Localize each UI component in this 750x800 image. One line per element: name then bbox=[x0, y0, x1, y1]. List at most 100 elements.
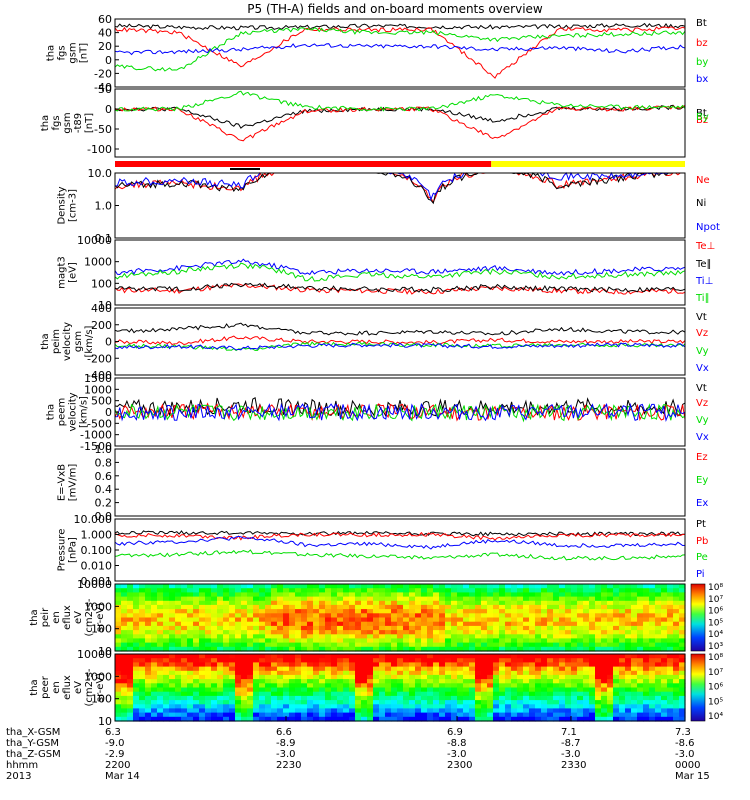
heatmap-cell bbox=[415, 617, 422, 623]
heatmap-cell bbox=[397, 592, 404, 598]
heatmap-cell bbox=[187, 600, 194, 606]
heatmap-cell bbox=[133, 634, 140, 640]
heatmap-cell bbox=[559, 679, 566, 684]
heatmap-cell bbox=[433, 625, 440, 631]
heatmap-cell bbox=[445, 625, 452, 631]
heatmap-cell bbox=[157, 687, 164, 693]
heatmap-cell bbox=[373, 613, 380, 619]
heatmap-cell bbox=[241, 708, 248, 714]
heatmap-cell bbox=[187, 634, 194, 640]
heatmap-cell bbox=[163, 716, 170, 722]
heatmap-cell bbox=[583, 695, 590, 701]
heatmap-cell bbox=[259, 630, 266, 635]
heatmap-cell bbox=[445, 634, 452, 640]
heatmap-cell bbox=[385, 588, 392, 593]
heatmap-cell bbox=[577, 621, 584, 627]
heatmap-cell bbox=[487, 621, 494, 627]
heatmap-cell bbox=[523, 646, 530, 652]
heatmap-cell bbox=[571, 658, 578, 663]
heatmap-cell bbox=[139, 674, 146, 680]
heatmap-cell bbox=[613, 662, 620, 668]
heatmap-cell bbox=[349, 683, 356, 689]
heatmap-cell bbox=[217, 695, 224, 701]
heatmap-cell bbox=[469, 621, 476, 627]
heatmap-cell bbox=[433, 700, 440, 705]
legend-entry: Vz bbox=[696, 398, 708, 409]
heatmap-cell bbox=[199, 642, 206, 648]
heatmap-cell bbox=[619, 642, 626, 648]
y-axis-label: sr-eV) bbox=[95, 603, 106, 632]
heatmap-cell bbox=[427, 666, 434, 672]
heatmap-cell bbox=[487, 646, 494, 652]
heatmap-cell bbox=[367, 646, 374, 652]
heatmap-cell bbox=[631, 695, 638, 701]
heatmap-cell bbox=[451, 617, 458, 623]
heatmap-cell bbox=[631, 670, 638, 676]
heatmap-cell bbox=[667, 683, 674, 689]
heatmap-cell bbox=[337, 687, 344, 693]
heatmap-cell bbox=[451, 695, 458, 701]
heatmap-cell bbox=[391, 617, 398, 623]
heatmap-cell bbox=[379, 674, 386, 680]
heatmap-cell bbox=[661, 674, 668, 680]
heatmap-cell bbox=[451, 687, 458, 693]
heatmap-cell bbox=[211, 634, 218, 640]
heatmap-cell bbox=[187, 674, 194, 680]
heatmap-cell bbox=[271, 704, 278, 710]
heatmap-cell bbox=[631, 625, 638, 631]
heatmap-cell bbox=[313, 704, 320, 710]
heatmap-cell bbox=[571, 596, 578, 602]
heatmap-cell bbox=[619, 592, 626, 598]
heatmap-cell bbox=[169, 621, 176, 627]
heatmap-cell bbox=[145, 658, 152, 663]
heatmap-cell bbox=[283, 662, 290, 668]
heatmap-cell bbox=[631, 600, 638, 606]
heatmap-cell bbox=[493, 600, 500, 606]
heatmap-cell bbox=[235, 592, 242, 598]
heatmap-cell bbox=[115, 674, 122, 680]
heatmap-cell bbox=[655, 613, 662, 619]
heatmap-cell bbox=[379, 596, 386, 602]
heatmap-cell bbox=[439, 634, 446, 640]
legend-entry: Ti∥ bbox=[695, 293, 710, 304]
heatmap-cell bbox=[451, 674, 458, 680]
heatmap-cell bbox=[463, 638, 470, 644]
heatmap-cell bbox=[643, 679, 650, 684]
heatmap-cell bbox=[271, 658, 278, 663]
heatmap-cell bbox=[343, 617, 350, 623]
heatmap-cell bbox=[529, 613, 536, 619]
heatmap-cell bbox=[667, 679, 674, 684]
heatmap-cell bbox=[505, 695, 512, 701]
heatmap-cell bbox=[541, 679, 548, 684]
heatmap-cell bbox=[265, 609, 272, 614]
heatmap-cell bbox=[475, 584, 482, 589]
heatmap-cell bbox=[181, 621, 188, 627]
heatmap-cell bbox=[619, 662, 626, 668]
heatmap-cell bbox=[607, 700, 614, 705]
heatmap-cell bbox=[313, 658, 320, 663]
heatmap-cell bbox=[427, 700, 434, 705]
heatmap-cell bbox=[199, 658, 206, 663]
heatmap-cell bbox=[643, 700, 650, 705]
heatmap-cell bbox=[139, 588, 146, 593]
heatmap-cell bbox=[385, 584, 392, 589]
y-tick-label: 1.000 bbox=[81, 529, 113, 542]
heatmap-cell bbox=[469, 617, 476, 623]
heatmap-cell bbox=[493, 674, 500, 680]
heatmap-cell bbox=[235, 621, 242, 627]
heatmap-cell bbox=[361, 613, 368, 619]
heatmap-cell bbox=[559, 600, 566, 606]
heatmap-cell bbox=[637, 679, 644, 684]
heatmap-cell bbox=[571, 687, 578, 693]
heatmap-cell bbox=[649, 621, 656, 627]
heatmap-cell bbox=[631, 704, 638, 710]
heatmap-cell bbox=[121, 642, 128, 648]
heatmap-cell bbox=[217, 646, 224, 652]
heatmap-cell bbox=[403, 625, 410, 631]
heatmap-cell bbox=[679, 642, 686, 648]
heatmap-cell bbox=[229, 646, 236, 652]
heatmap-cell bbox=[637, 634, 644, 640]
heatmap-cell bbox=[517, 642, 524, 648]
heatmap-cell bbox=[127, 634, 134, 640]
x-row-value: 6.3 bbox=[105, 727, 121, 738]
